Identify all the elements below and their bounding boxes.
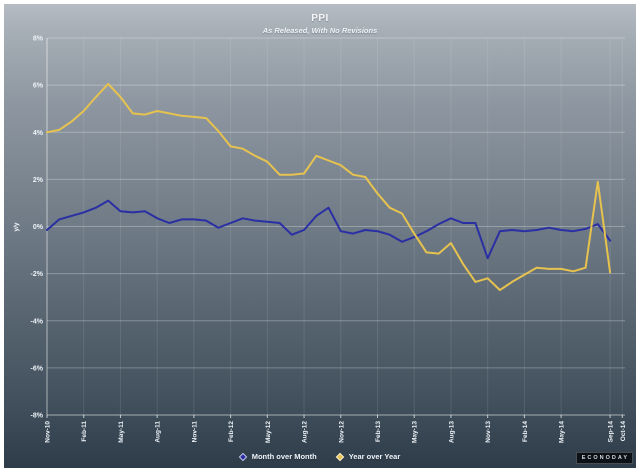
x-tick-label: Nov-12 (338, 421, 345, 443)
legend-item-month-over-month: Month over Month (238, 452, 317, 461)
x-tick-label: Aug-13 (448, 421, 455, 443)
x-tick-label: Nov-13 (485, 421, 492, 443)
x-tick-label: Feb-14 (522, 421, 529, 442)
y-tick-label: 4% (33, 130, 44, 137)
x-tick-label: Feb-13 (375, 421, 382, 442)
y-tick-label: 6% (33, 83, 44, 90)
x-tick-label: May-13 (412, 421, 419, 443)
econoday-logo: ECONODAY (575, 452, 633, 464)
legend: Month over Month Year over Year (4, 452, 636, 461)
x-tick-label: Feb-11 (81, 421, 88, 442)
y-tick-label: -4% (31, 318, 44, 325)
chart-canvas: 8% 6% 4% 2% 0% -2% -4% -6% -8% y/y Nov-10 Feb-11 May… (13, 36, 627, 444)
legend-label-mom: Month over Month (251, 452, 317, 461)
y-tick-label: 0% (33, 224, 44, 231)
mom-line (46, 199, 612, 260)
chart-panel: PPI As Released, With No Revisions 8% 6% 4… (4, 4, 636, 468)
y-tick-label: -2% (31, 271, 44, 278)
mom-diamond-icon (238, 452, 247, 461)
x-tick-label: May-12 (265, 421, 272, 443)
x-tick-label: Nov-10 (45, 421, 52, 443)
legend-item-year-over-year: Year over Year (335, 452, 401, 461)
x-tick-label: Aug-12 (302, 421, 309, 443)
x-tick-label: Oct-14 (620, 421, 627, 442)
y-axis-title: y/y (13, 222, 20, 231)
y-tick-label: -8% (31, 413, 44, 420)
chart-subtitle: As Released, With No Revisions (262, 26, 378, 35)
x-tick-label: Feb-12 (228, 421, 235, 442)
x-tick-label: Sep-14 (608, 421, 615, 443)
x-tick-label: May-14 (559, 421, 566, 443)
chart-title: PPI (311, 13, 329, 24)
y-tick-label: -6% (31, 365, 44, 372)
x-tick-label: Nov-11 (191, 421, 198, 443)
yoy-line (46, 82, 612, 292)
y-tick-label: 8% (33, 36, 44, 43)
yoy-diamond-icon (335, 452, 344, 461)
legend-label-yoy: Year over Year (348, 452, 401, 461)
x-tick-label: May-11 (118, 421, 125, 443)
x-tick-label: Aug-11 (155, 421, 162, 443)
y-tick-label: 2% (33, 177, 44, 184)
